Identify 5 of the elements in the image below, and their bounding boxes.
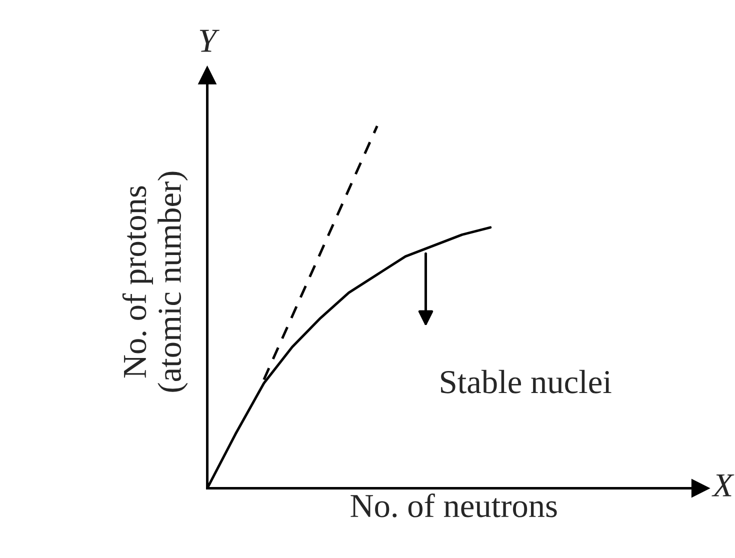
x-axis-title: No. of neutrons	[350, 493, 557, 518]
text: Y	[200, 30, 220, 52]
annotation: Stable nuclei	[441, 370, 612, 394]
text: X	[712, 474, 734, 496]
y-axis-title: No. of protons (atomic number)	[122, 172, 188, 392]
